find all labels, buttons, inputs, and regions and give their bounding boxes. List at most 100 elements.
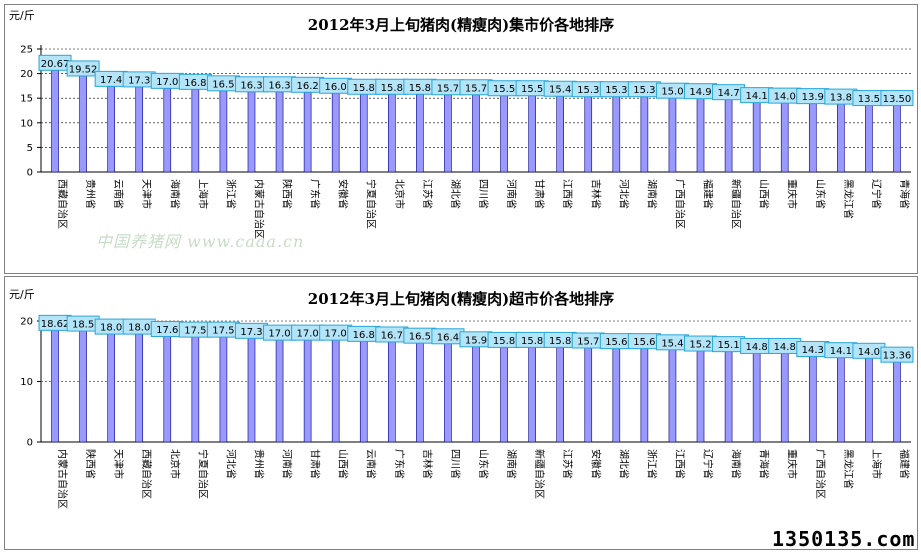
data-label: 17.3 <box>128 75 150 86</box>
data-label: 14.8 <box>746 342 768 353</box>
brand-logo: 1350135.com <box>772 527 916 551</box>
supermarket-bar <box>163 335 172 443</box>
data-label: 15.7 <box>437 83 459 94</box>
category-label: 上海市 <box>196 179 209 209</box>
data-label: 16.3 <box>268 80 290 91</box>
supermarket-bar <box>219 335 228 443</box>
market-bar <box>837 103 845 173</box>
category-label: 吉林省 <box>421 449 434 479</box>
supermarket-bar <box>275 338 284 443</box>
category-label: 广东省 <box>309 179 322 209</box>
data-label: 16.0 <box>325 82 347 93</box>
data-label: 15.0 <box>661 87 683 98</box>
y-tick-label: 0 <box>27 168 33 179</box>
data-label: 16.5 <box>409 332 431 343</box>
category-label: 海南省 <box>168 179 181 209</box>
data-label: 16.7 <box>381 330 403 341</box>
data-label: 15.5 <box>521 84 543 95</box>
data-label: 15.1 <box>717 340 739 351</box>
market-bar <box>640 96 649 173</box>
supermarket-bar <box>696 349 705 443</box>
supermarket-bar <box>135 332 144 443</box>
supermarket-bar <box>359 340 368 443</box>
data-label: 15.8 <box>521 336 543 347</box>
data-label: 15.3 <box>605 85 627 96</box>
market-bar <box>865 105 873 173</box>
category-label: 贵州省 <box>252 449 265 479</box>
market-bar <box>780 102 789 173</box>
data-label: 15.7 <box>577 337 599 348</box>
market-bar <box>612 96 621 173</box>
y-tick-label: 10 <box>20 118 33 129</box>
data-label: 13.5 <box>858 94 880 105</box>
data-label: 18.0 <box>100 323 122 334</box>
market-bar <box>247 91 256 173</box>
supermarket-bar <box>752 352 761 443</box>
category-label: 北京市 <box>168 449 181 479</box>
y-tick-label: 20 <box>20 69 33 80</box>
market-bar <box>696 98 705 173</box>
market-bar <box>191 89 200 173</box>
data-label: 13.36 <box>883 351 912 362</box>
category-label: 浙江省 <box>645 449 658 479</box>
market-bar <box>51 70 59 173</box>
category-label: 甘肃省 <box>533 179 546 209</box>
data-label: 17.0 <box>296 329 318 340</box>
data-label: 15.6 <box>633 337 655 348</box>
data-label: 15.9 <box>465 335 487 346</box>
y-tick-label: 20 <box>20 317 33 328</box>
market-bar <box>556 95 564 173</box>
supermarket-bar <box>640 347 649 443</box>
category-label: 辽宁省 <box>870 179 883 209</box>
supermarket-bar <box>79 329 87 443</box>
category-label: 贵州省 <box>84 179 97 209</box>
market-bar <box>135 86 144 173</box>
data-label: 18.0 <box>128 323 150 334</box>
data-label: 16.8 <box>353 330 375 341</box>
data-label: 15.4 <box>661 338 683 349</box>
data-label: 15.2 <box>689 340 711 351</box>
category-label: 安徽省 <box>589 449 602 479</box>
category-label: 广东省 <box>393 449 406 479</box>
supermarket-bar <box>528 346 536 443</box>
category-label: 山西省 <box>758 179 771 209</box>
data-label: 14.0 <box>858 347 880 358</box>
data-label: 17.4 <box>100 75 122 86</box>
supermarket-bar <box>668 348 677 443</box>
data-label: 14.8 <box>774 342 796 353</box>
category-label: 辽宁省 <box>702 449 715 479</box>
category-label: 上海市 <box>870 449 883 479</box>
category-label: 江西省 <box>561 179 574 209</box>
category-label: 新疆自治区 <box>533 449 546 499</box>
category-label: 天津市 <box>140 179 153 209</box>
supermarket-bar <box>724 350 733 443</box>
category-label: 河北省 <box>617 179 630 209</box>
data-label: 14.1 <box>830 346 852 357</box>
data-label: 14.7 <box>717 88 739 99</box>
data-label: 18.5 <box>72 320 94 331</box>
data-label: 16.5 <box>212 79 234 90</box>
market-bar <box>219 90 228 173</box>
category-label: 青海省 <box>898 179 911 209</box>
supermarket-bar <box>500 346 508 443</box>
market-bar <box>893 105 901 173</box>
supermarket-bar <box>51 329 59 443</box>
category-label: 黑龙江省 <box>842 179 855 219</box>
watermark: 中国养猪网 www.caaa.cn <box>96 232 305 251</box>
data-label: 18.62 <box>41 319 70 330</box>
chart-title: 2012年3月上旬猪肉(精瘦肉)超市价各地排序 <box>308 290 614 308</box>
supermarket-bar <box>865 357 873 443</box>
data-label: 15.8 <box>353 83 375 94</box>
supermarket-bar <box>612 347 621 443</box>
market-bar <box>331 92 340 173</box>
category-label: 河南省 <box>281 449 294 479</box>
data-label: 13.50 <box>883 94 912 105</box>
data-label: 15.4 <box>549 85 571 96</box>
category-label: 吉林省 <box>589 179 602 209</box>
category-label: 山东省 <box>814 179 827 209</box>
market-bar <box>584 96 593 173</box>
data-label: 15.3 <box>577 85 599 96</box>
market-bar <box>528 95 536 173</box>
data-label: 15.3 <box>633 85 655 96</box>
